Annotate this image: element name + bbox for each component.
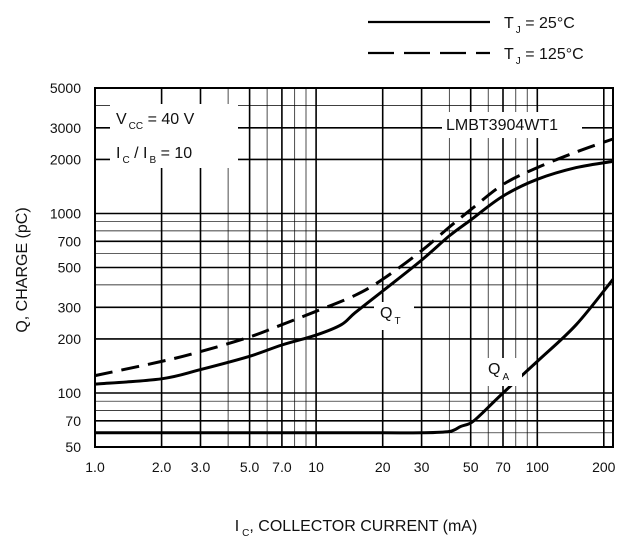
x-tick-label: 20 xyxy=(375,459,391,475)
x-tick-label: 5.0 xyxy=(240,459,260,475)
x-tick-labels: 1.0 2.0 3.0 5.0 7.0 10 20 30 50 70 100 200 xyxy=(85,459,615,475)
x-tick-label: 70 xyxy=(495,459,511,475)
grid xyxy=(94,87,614,448)
y-tick-label: 100 xyxy=(58,385,82,401)
qa-label-background xyxy=(482,358,522,386)
y-tick-label: 50 xyxy=(65,439,81,455)
plot-frame xyxy=(94,87,614,448)
part-number-label: LMBT3904WT1 xyxy=(446,117,558,134)
y-tick-label: 1000 xyxy=(50,206,81,222)
x-tick-label: 1.0 xyxy=(85,459,105,475)
y-tick-label: 5000 xyxy=(50,80,81,96)
y-tick-label: 500 xyxy=(58,260,82,276)
x-tick-label: 2.0 xyxy=(152,459,172,475)
x-axis-label: I C, COLLECTOR CURRENT (mA) xyxy=(235,518,478,539)
x-tick-label: 50 xyxy=(463,459,479,475)
y-tick-label: 300 xyxy=(58,299,82,315)
series-line-1 xyxy=(94,159,614,386)
x-tick-label: 10 xyxy=(308,459,324,475)
x-tick-label: 200 xyxy=(592,459,616,475)
y-tick-labels: 50 70 100 200 300 500 700 1000 2000 3000 5000 xyxy=(50,80,81,455)
part-label-background xyxy=(442,112,582,138)
qt-label-background xyxy=(374,302,414,330)
curves xyxy=(94,137,615,435)
y-tick-label: 2000 xyxy=(50,151,81,167)
y-tick-label: 700 xyxy=(58,233,82,249)
series-line-2 xyxy=(95,278,615,435)
series-line-0 xyxy=(94,137,614,378)
y-tick-label: 3000 xyxy=(50,120,81,136)
annotation-vcc: V CC = 40 V xyxy=(116,111,195,132)
y-tick-label: 200 xyxy=(58,331,82,347)
x-tick-label: 30 xyxy=(414,459,430,475)
y-axis-label: Q, CHARGE (pC) xyxy=(14,207,31,332)
x-tick-label: 100 xyxy=(526,459,550,475)
y-tick-label: 70 xyxy=(65,413,81,429)
x-tick-label: 3.0 xyxy=(191,459,211,475)
x-tick-label: 7.0 xyxy=(272,459,292,475)
annotation-background xyxy=(110,104,238,168)
